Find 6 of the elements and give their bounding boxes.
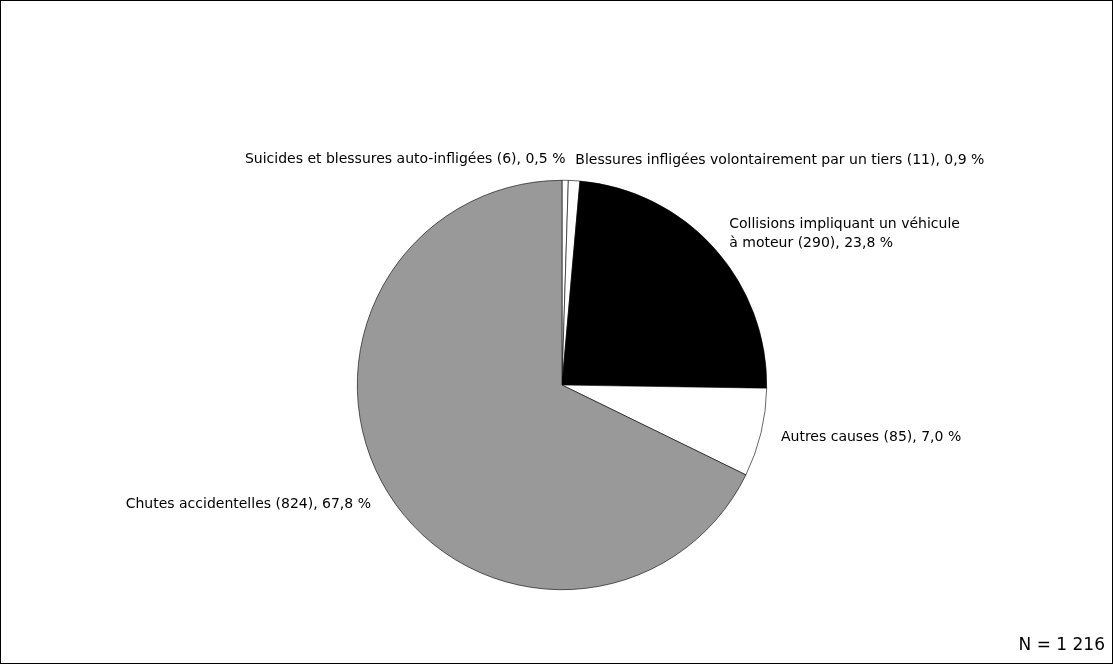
- slice-label: Chutes accidentelles (824), 67,8 %: [125, 494, 371, 511]
- text: N = 1 216: [1018, 634, 1105, 654]
- slice-label: Blessures infligées volontairement par un tiers (11), 0,9 %: [575, 150, 985, 167]
- slice-label: Collisions impliquant un véhicule à moteur (290), 23,8 %: [729, 215, 960, 251]
- slice-label: Autres causes (85), 7,0 %: [780, 428, 962, 445]
- slice-label: Suicides et blessures auto-infligées (6), 0,5 %: [244, 150, 566, 167]
